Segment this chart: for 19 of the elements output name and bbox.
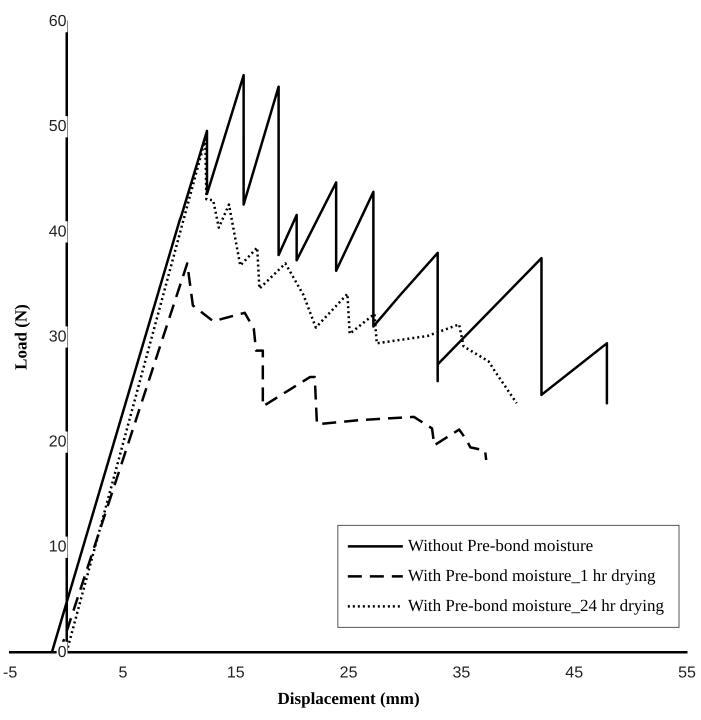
legend-label: With Pre-bond moisture_1 hr drying [408,566,656,585]
x-tick-label: -5 [2,664,18,682]
y-tick-label: 30 [48,328,67,346]
y-axis-title: Load (N) [11,304,30,370]
y-tick-label: 20 [48,434,67,451]
x-tick-label: 55 [678,664,696,682]
y-tick-label: 50 [48,118,67,136]
x-tick-label: 15 [226,664,245,682]
y-tick-label: 60 [48,13,67,30]
legend-label: With Pre-bond moisture_24 hr drying [408,596,664,615]
y-tick-label: 10 [48,538,67,556]
y-tick-label: 0 [58,644,67,661]
y-tick-label: 40 [48,223,67,240]
x-tick-label: 25 [340,664,358,682]
x-tick-label: 45 [565,664,584,682]
legend-label: Without Pre-bond moisture [408,536,594,555]
x-tick-label: 35 [452,664,470,682]
x-tick-label: 5 [118,664,128,682]
x-axis-title: Displacement (mm) [278,689,420,708]
